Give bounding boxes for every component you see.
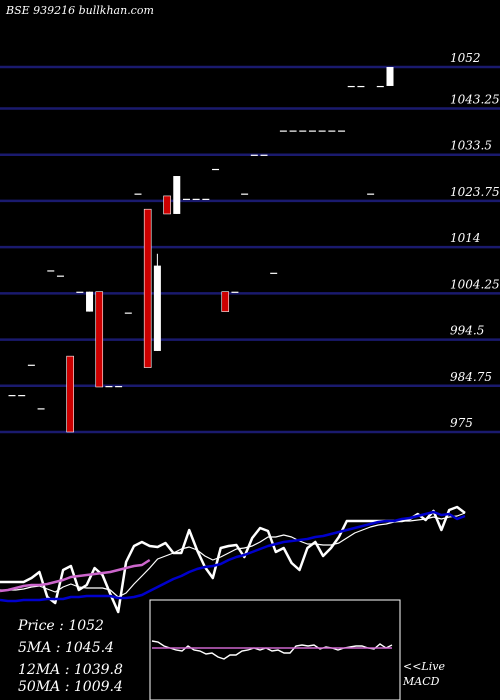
candle-body bbox=[270, 272, 278, 274]
candle-body bbox=[367, 193, 375, 195]
candle-body bbox=[8, 395, 16, 397]
candle-body bbox=[27, 364, 35, 366]
y-tick-label: 975 bbox=[450, 416, 473, 430]
candle-body bbox=[182, 198, 190, 200]
candle-body bbox=[250, 154, 258, 156]
y-tick-label: 1052 bbox=[450, 51, 481, 65]
candle-body bbox=[318, 130, 326, 132]
ma12-readout: 12MA : 1039.8 bbox=[18, 662, 123, 678]
candle-body bbox=[347, 85, 355, 88]
candle-body bbox=[241, 193, 249, 195]
y-tick-label: 1033.5 bbox=[450, 139, 492, 153]
candle-body bbox=[202, 198, 210, 200]
candle-body bbox=[134, 193, 142, 195]
y-tick-label: 1014 bbox=[450, 231, 481, 245]
candle-body bbox=[124, 312, 132, 314]
series-line-ma_fast bbox=[0, 512, 466, 598]
y-tick-label: 984.75 bbox=[450, 370, 492, 384]
candle-body bbox=[299, 130, 307, 132]
candle-body bbox=[212, 168, 220, 171]
candle-body bbox=[95, 291, 104, 388]
candle-body bbox=[308, 130, 316, 132]
candle-body bbox=[37, 408, 45, 410]
y-tick-label: 994.5 bbox=[450, 324, 484, 338]
series-line-ma_mid bbox=[0, 510, 466, 603]
candle-body bbox=[357, 85, 365, 88]
candle-body bbox=[376, 85, 384, 88]
candle-body bbox=[115, 386, 123, 388]
candle-body bbox=[192, 198, 200, 200]
candle-body bbox=[338, 130, 346, 132]
y-tick-label: 1004.25 bbox=[450, 277, 500, 291]
candle-body bbox=[260, 154, 268, 156]
candle-body bbox=[66, 355, 74, 433]
candle-body bbox=[386, 67, 394, 86]
ma5-readout: 5MA : 1045.4 bbox=[18, 640, 114, 656]
candle-body bbox=[76, 291, 84, 293]
candle-body bbox=[153, 265, 161, 351]
y-tick-label: 1023.75 bbox=[450, 185, 500, 199]
candle-body bbox=[231, 291, 239, 293]
candlestick-series bbox=[8, 67, 394, 433]
y-tick-label: 1043.25 bbox=[450, 92, 500, 106]
candle-body bbox=[47, 270, 55, 272]
chart-title: BSE 939216 bullkhan.com bbox=[5, 4, 154, 17]
candle-body bbox=[143, 208, 152, 368]
candle-body bbox=[279, 130, 287, 132]
candle-body bbox=[105, 386, 113, 388]
candle-body bbox=[221, 291, 230, 312]
price-grid: 1052 1043.25 1033.5 1023.75 1014 1004.25 994.5… bbox=[0, 51, 500, 434]
candle-body bbox=[163, 195, 171, 215]
ma50-readout: 50MA : 1009.4 bbox=[18, 679, 123, 695]
candle-body bbox=[86, 291, 94, 312]
price-readout: Price : 1052 bbox=[17, 618, 104, 634]
series-line-ma_slow bbox=[0, 558, 151, 593]
candle-body bbox=[56, 275, 64, 277]
candle-body bbox=[173, 176, 181, 214]
macd-label: MACD bbox=[402, 675, 440, 688]
candle-body bbox=[328, 130, 336, 132]
macd-live-label: <<Live bbox=[403, 660, 445, 673]
candle-body bbox=[18, 395, 26, 397]
moving-average-panel bbox=[0, 505, 466, 614]
macd-panel bbox=[151, 640, 393, 660]
candle-body bbox=[289, 130, 297, 132]
